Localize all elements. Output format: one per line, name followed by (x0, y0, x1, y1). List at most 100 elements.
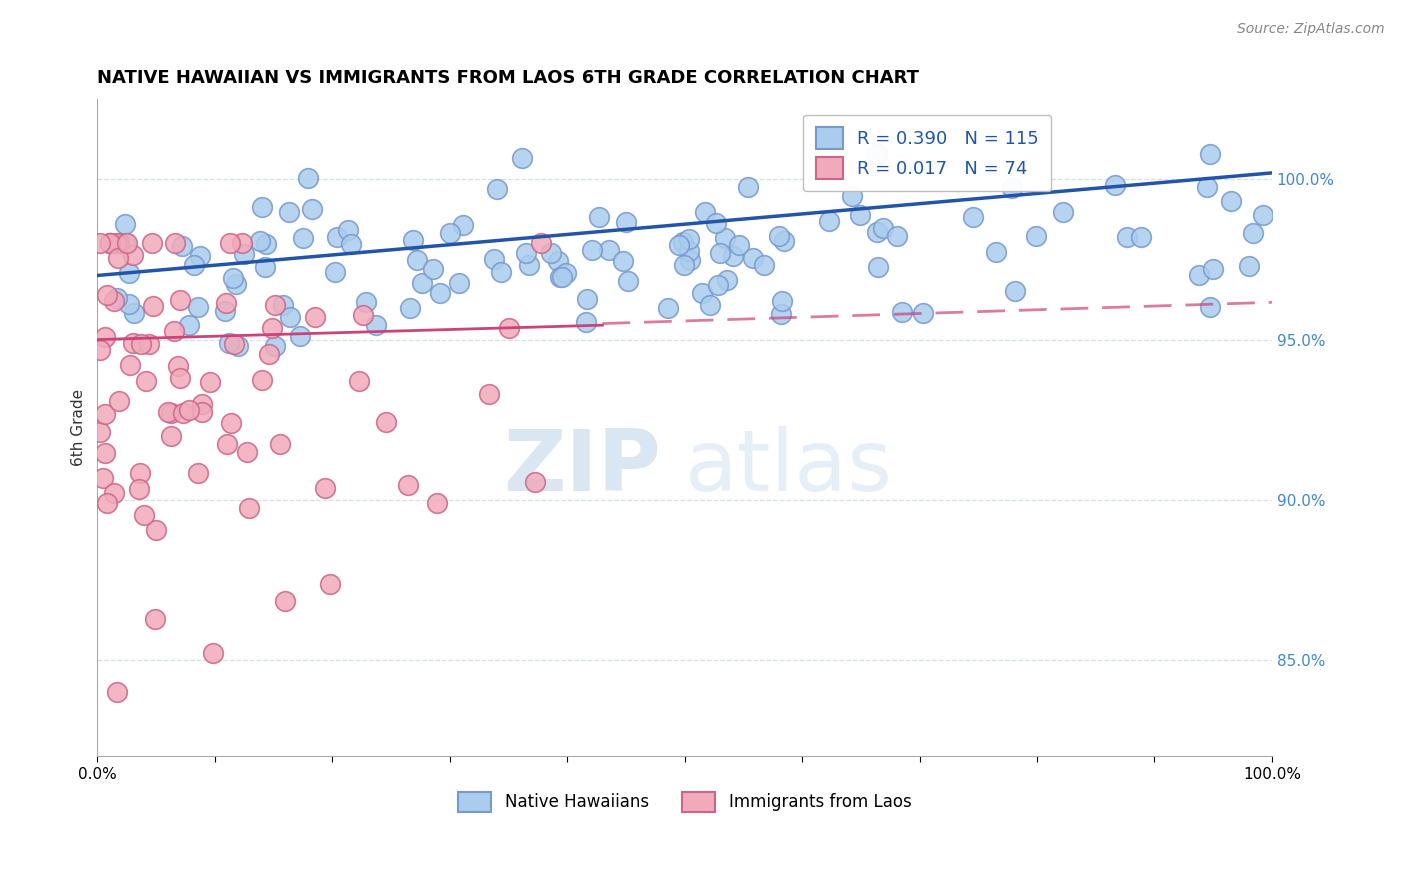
Point (177, 403, 200, 417)
Point (319, 577, 342, 591)
Point (271, 298, 294, 312)
Point (96, 288, 118, 302)
Point (668, 238, 690, 252)
Point (128, 466, 150, 480)
Point (1001, 181, 1024, 195)
Point (449, 276, 471, 290)
Point (678, 232, 700, 246)
Text: Source: ZipAtlas.com: Source: ZipAtlas.com (1237, 22, 1385, 37)
Text: ZIP: ZIP (503, 425, 661, 508)
Point (254, 260, 277, 274)
Point (288, 329, 311, 343)
Point (962, 210, 984, 224)
Point (131, 337, 153, 351)
Point (260, 321, 283, 335)
Point (1220, 194, 1243, 209)
Point (228, 339, 250, 353)
Point (581, 244, 603, 258)
Point (273, 594, 295, 608)
Point (278, 310, 301, 324)
Point (728, 238, 751, 252)
Point (422, 262, 444, 277)
Point (770, 294, 793, 309)
Point (478, 387, 501, 401)
Point (612, 254, 634, 268)
Point (142, 299, 165, 313)
Point (555, 266, 578, 280)
Point (1237, 259, 1260, 273)
Point (89, 343, 111, 357)
Point (770, 307, 793, 321)
Point (191, 397, 214, 411)
Point (238, 501, 260, 516)
Legend: Native Hawaiians, Immigrants from Laos: Native Hawaiians, Immigrants from Laos (450, 783, 920, 821)
Point (215, 296, 238, 310)
Point (117, 266, 139, 280)
Point (752, 258, 775, 272)
Point (337, 223, 360, 237)
Point (551, 270, 574, 285)
Point (352, 308, 374, 322)
Point (269, 436, 291, 450)
Point (169, 371, 191, 385)
Point (364, 318, 387, 332)
Point (91, 471, 114, 485)
Point (198, 376, 221, 390)
Point (304, 310, 326, 324)
Point (159, 406, 181, 420)
Point (128, 483, 150, 497)
Point (439, 227, 461, 241)
Point (141, 236, 163, 251)
Point (699, 298, 721, 312)
Point (187, 467, 209, 481)
Point (323, 265, 346, 279)
Point (399, 301, 422, 315)
Point (1004, 284, 1026, 298)
Point (107, 394, 129, 409)
Point (737, 180, 759, 194)
Point (257, 347, 280, 361)
Point (679, 252, 702, 267)
Point (1116, 229, 1139, 244)
Point (401, 233, 423, 247)
Point (231, 236, 253, 251)
Point (98, 236, 121, 251)
Point (225, 277, 247, 291)
Point (214, 303, 236, 318)
Text: NATIVE HAWAIIAN VS IMMIGRANTS FROM LAOS 6TH GRADE CORRELATION CHART: NATIVE HAWAIIAN VS IMMIGRANTS FROM LAOS … (97, 69, 920, 87)
Point (134, 508, 156, 522)
Point (222, 271, 245, 285)
Point (98, 236, 121, 251)
Point (122, 335, 145, 350)
Point (1251, 208, 1274, 222)
Text: atlas: atlas (685, 425, 893, 508)
Point (598, 244, 620, 258)
Point (354, 295, 377, 310)
Point (94, 446, 117, 460)
Point (218, 335, 240, 350)
Point (162, 324, 184, 338)
Point (169, 293, 191, 308)
Point (170, 239, 193, 253)
Point (575, 292, 598, 306)
Point (160, 429, 183, 443)
Point (498, 320, 520, 334)
Point (704, 216, 727, 230)
Point (588, 211, 610, 225)
Point (115, 236, 138, 251)
Point (426, 496, 449, 510)
Point (201, 646, 224, 660)
Point (105, 291, 128, 305)
Point (866, 260, 889, 275)
Point (547, 253, 569, 268)
Point (165, 236, 187, 251)
Point (817, 214, 839, 228)
Point (167, 359, 190, 373)
Point (866, 225, 889, 239)
Point (550, 269, 572, 284)
Point (145, 523, 167, 537)
Point (89, 236, 111, 251)
Point (183, 258, 205, 272)
Point (411, 277, 433, 291)
Point (911, 306, 934, 320)
